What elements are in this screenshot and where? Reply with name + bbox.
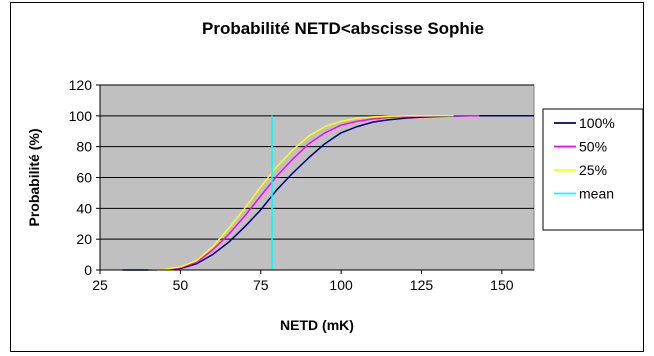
x-tick-label: 100 <box>329 277 353 293</box>
axes <box>96 84 534 274</box>
legend-label: 50% <box>579 139 607 155</box>
x-tick-label: 50 <box>173 277 189 293</box>
x-tick-label: 125 <box>410 277 434 293</box>
y-tick-label: 60 <box>76 170 92 186</box>
y-tick-label: 0 <box>84 262 92 278</box>
legend-label: 25% <box>579 162 607 178</box>
legend: 100% 50% 25% mean <box>542 108 644 231</box>
legend-label: 100% <box>579 115 615 131</box>
y-tick-label: 80 <box>76 139 92 155</box>
chart-title: Probabilité NETD<abscisse Sophie <box>202 19 484 38</box>
y-tick-label: 100 <box>69 108 93 124</box>
y-tick-label: 120 <box>69 77 93 93</box>
chart-canvas: Probabilité NETD<abscisse Sophie 25 50 75 1… <box>26 19 644 333</box>
y-tick-label: 40 <box>76 200 92 216</box>
gridlines <box>100 84 534 240</box>
y-tick-label: 20 <box>76 231 92 247</box>
tick-labels: 25 50 75 100 125 150 0 20 40 60 80 100 120 <box>69 77 514 293</box>
x-tick-label: 25 <box>92 277 108 293</box>
series-layer <box>122 115 534 271</box>
x-tick-label: 75 <box>253 277 269 293</box>
chart-frame: Probabilité NETD<abscisse Sophie 25 50 75 1… <box>10 2 644 352</box>
x-axis-title: NETD (mK) <box>280 317 354 333</box>
x-tick-label: 150 <box>490 277 514 293</box>
legend-label: mean <box>579 186 614 202</box>
y-axis-title: Probabilité (%) <box>26 128 42 226</box>
series-line-25pct <box>148 115 454 271</box>
